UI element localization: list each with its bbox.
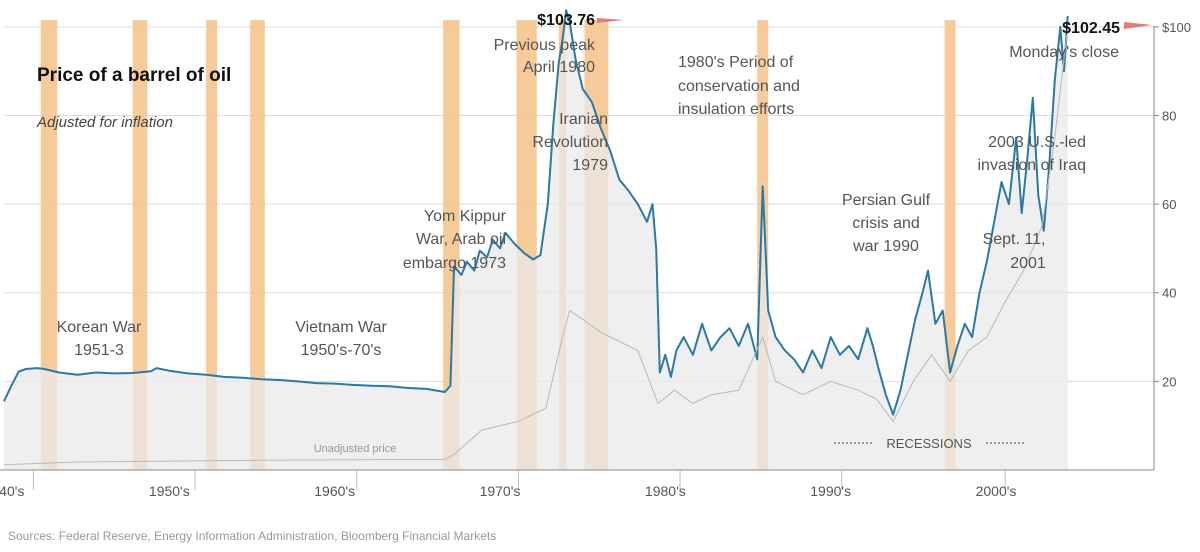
- adjusted-price-line: [3, 9, 1069, 416]
- y-axis: 20 40 60 80 $100: [1153, 20, 1191, 470]
- peak-1980-annotation: $103.76 Previous peak April 1980: [494, 12, 624, 76]
- adjusted-price-area: [4, 10, 1068, 470]
- chart-subtitle: Adjusted for inflation: [36, 114, 173, 131]
- conservation-label-3: insulation efforts: [678, 101, 794, 118]
- peak-2008-label: Monday's close: [1009, 44, 1119, 61]
- iran-label-3: 1979: [572, 157, 608, 174]
- recession-bar-9: [944, 20, 956, 470]
- x-tick-label-1960s: 1960's: [314, 483, 355, 499]
- sept-11-label-2: 2001: [1010, 255, 1046, 272]
- iraq-annotation: 2003 U.S.-led invasion of Iraq: [977, 134, 1086, 174]
- iran-label-1: Iranian: [559, 111, 608, 128]
- y-tick-label-100: $100: [1162, 20, 1191, 35]
- conservation-label-1: 1980's Period of: [678, 54, 794, 71]
- yom-kippur-label-1: Yom Kippur: [424, 208, 507, 225]
- sept-11-annotation: Sept. 11, 2001: [983, 231, 1046, 272]
- korean-war-label-1: Korean War: [57, 319, 142, 336]
- gulf-war-label-3: war 1990: [852, 238, 919, 255]
- vietnam-war-annotation: Vietnam War 1950's-70's: [295, 319, 387, 359]
- x-axis: 1940's 1950's 1960's 1970's 1980's 1990's 2000…: [0, 469, 1154, 499]
- source-note: Sources: Federal Reserve, Energy Informa…: [8, 529, 496, 543]
- unadjusted-price-line: [3, 26, 1069, 466]
- conservation-annotation: 1980's Period of conservation and insula…: [678, 54, 800, 118]
- x-tick-label-1990s: 1990's: [810, 483, 851, 499]
- peak-1980-label-1: Previous peak: [494, 37, 596, 54]
- iran-label-2: Revolution: [532, 134, 608, 151]
- unadjusted-price-label: Unadjusted price: [314, 443, 397, 455]
- recession-bar-0: [40, 20, 58, 470]
- peak-2008-annotation: $102.45 Monday's close: [1009, 20, 1152, 61]
- x-tick-label-1970s: 1970's: [480, 483, 521, 499]
- vietnam-war-label-1: Vietnam War: [295, 319, 387, 336]
- x-tick-label-1980s: 1980's: [645, 483, 686, 499]
- korean-war-annotation: Korean War 1951-3: [57, 319, 142, 359]
- yom-kippur-label-3: embargo 1973: [403, 255, 506, 272]
- yom-kippur-annotation: Yom Kippur War, Arab oil embargo 1973: [403, 208, 507, 272]
- conservation-label-2: conservation and: [678, 78, 800, 95]
- gulf-war-label-2: crisis and: [852, 215, 920, 232]
- chart-title: Price of a barrel of oil: [37, 65, 231, 86]
- area-fills: [4, 10, 1068, 470]
- iraq-label-1: 2003 U.S.-led: [988, 134, 1086, 151]
- recessions-legend-label: RECESSIONS: [886, 436, 972, 451]
- x-tick-label-1950s: 1950's: [149, 483, 190, 499]
- y-tick-label-80: 80: [1162, 108, 1176, 123]
- recession-bar-1: [132, 20, 148, 470]
- y-tick-label-60: 60: [1162, 197, 1176, 212]
- series-lines: [3, 9, 1069, 466]
- vietnam-war-label-2: 1950's-70's: [301, 342, 382, 359]
- recessions-legend: RECESSIONS: [834, 436, 1026, 451]
- recession-bar-2: [206, 20, 218, 470]
- y-tick-label-20: 20: [1162, 374, 1176, 389]
- sept-11-label-1: Sept. 11,: [983, 231, 1046, 248]
- korean-war-label-2: 1951-3: [74, 342, 124, 359]
- peak-1980-value: $103.76: [537, 12, 595, 29]
- gulf-war-label-1: Persian Gulf: [842, 192, 931, 209]
- y-tick-label-40: 40: [1162, 286, 1176, 301]
- gulf-war-annotation: Persian Gulf crisis and war 1990: [842, 192, 931, 255]
- x-tick-label-2000s: 2000's: [976, 483, 1017, 499]
- yom-kippur-label-2: War, Arab oil: [416, 231, 506, 248]
- peak-2008-value: $102.45: [1062, 20, 1120, 37]
- peak-2008-flag-icon: [1124, 22, 1152, 29]
- x-tick-label-1940s: 1940's: [0, 483, 24, 499]
- recession-bar-3: [250, 20, 265, 470]
- peak-1980-label-2: April 1980: [523, 59, 595, 76]
- iran-annotation: Iranian Revolution 1979: [532, 111, 608, 174]
- iraq-label-2: invasion of Iraq: [977, 157, 1086, 174]
- peak-1980-flag-icon: [597, 18, 624, 23]
